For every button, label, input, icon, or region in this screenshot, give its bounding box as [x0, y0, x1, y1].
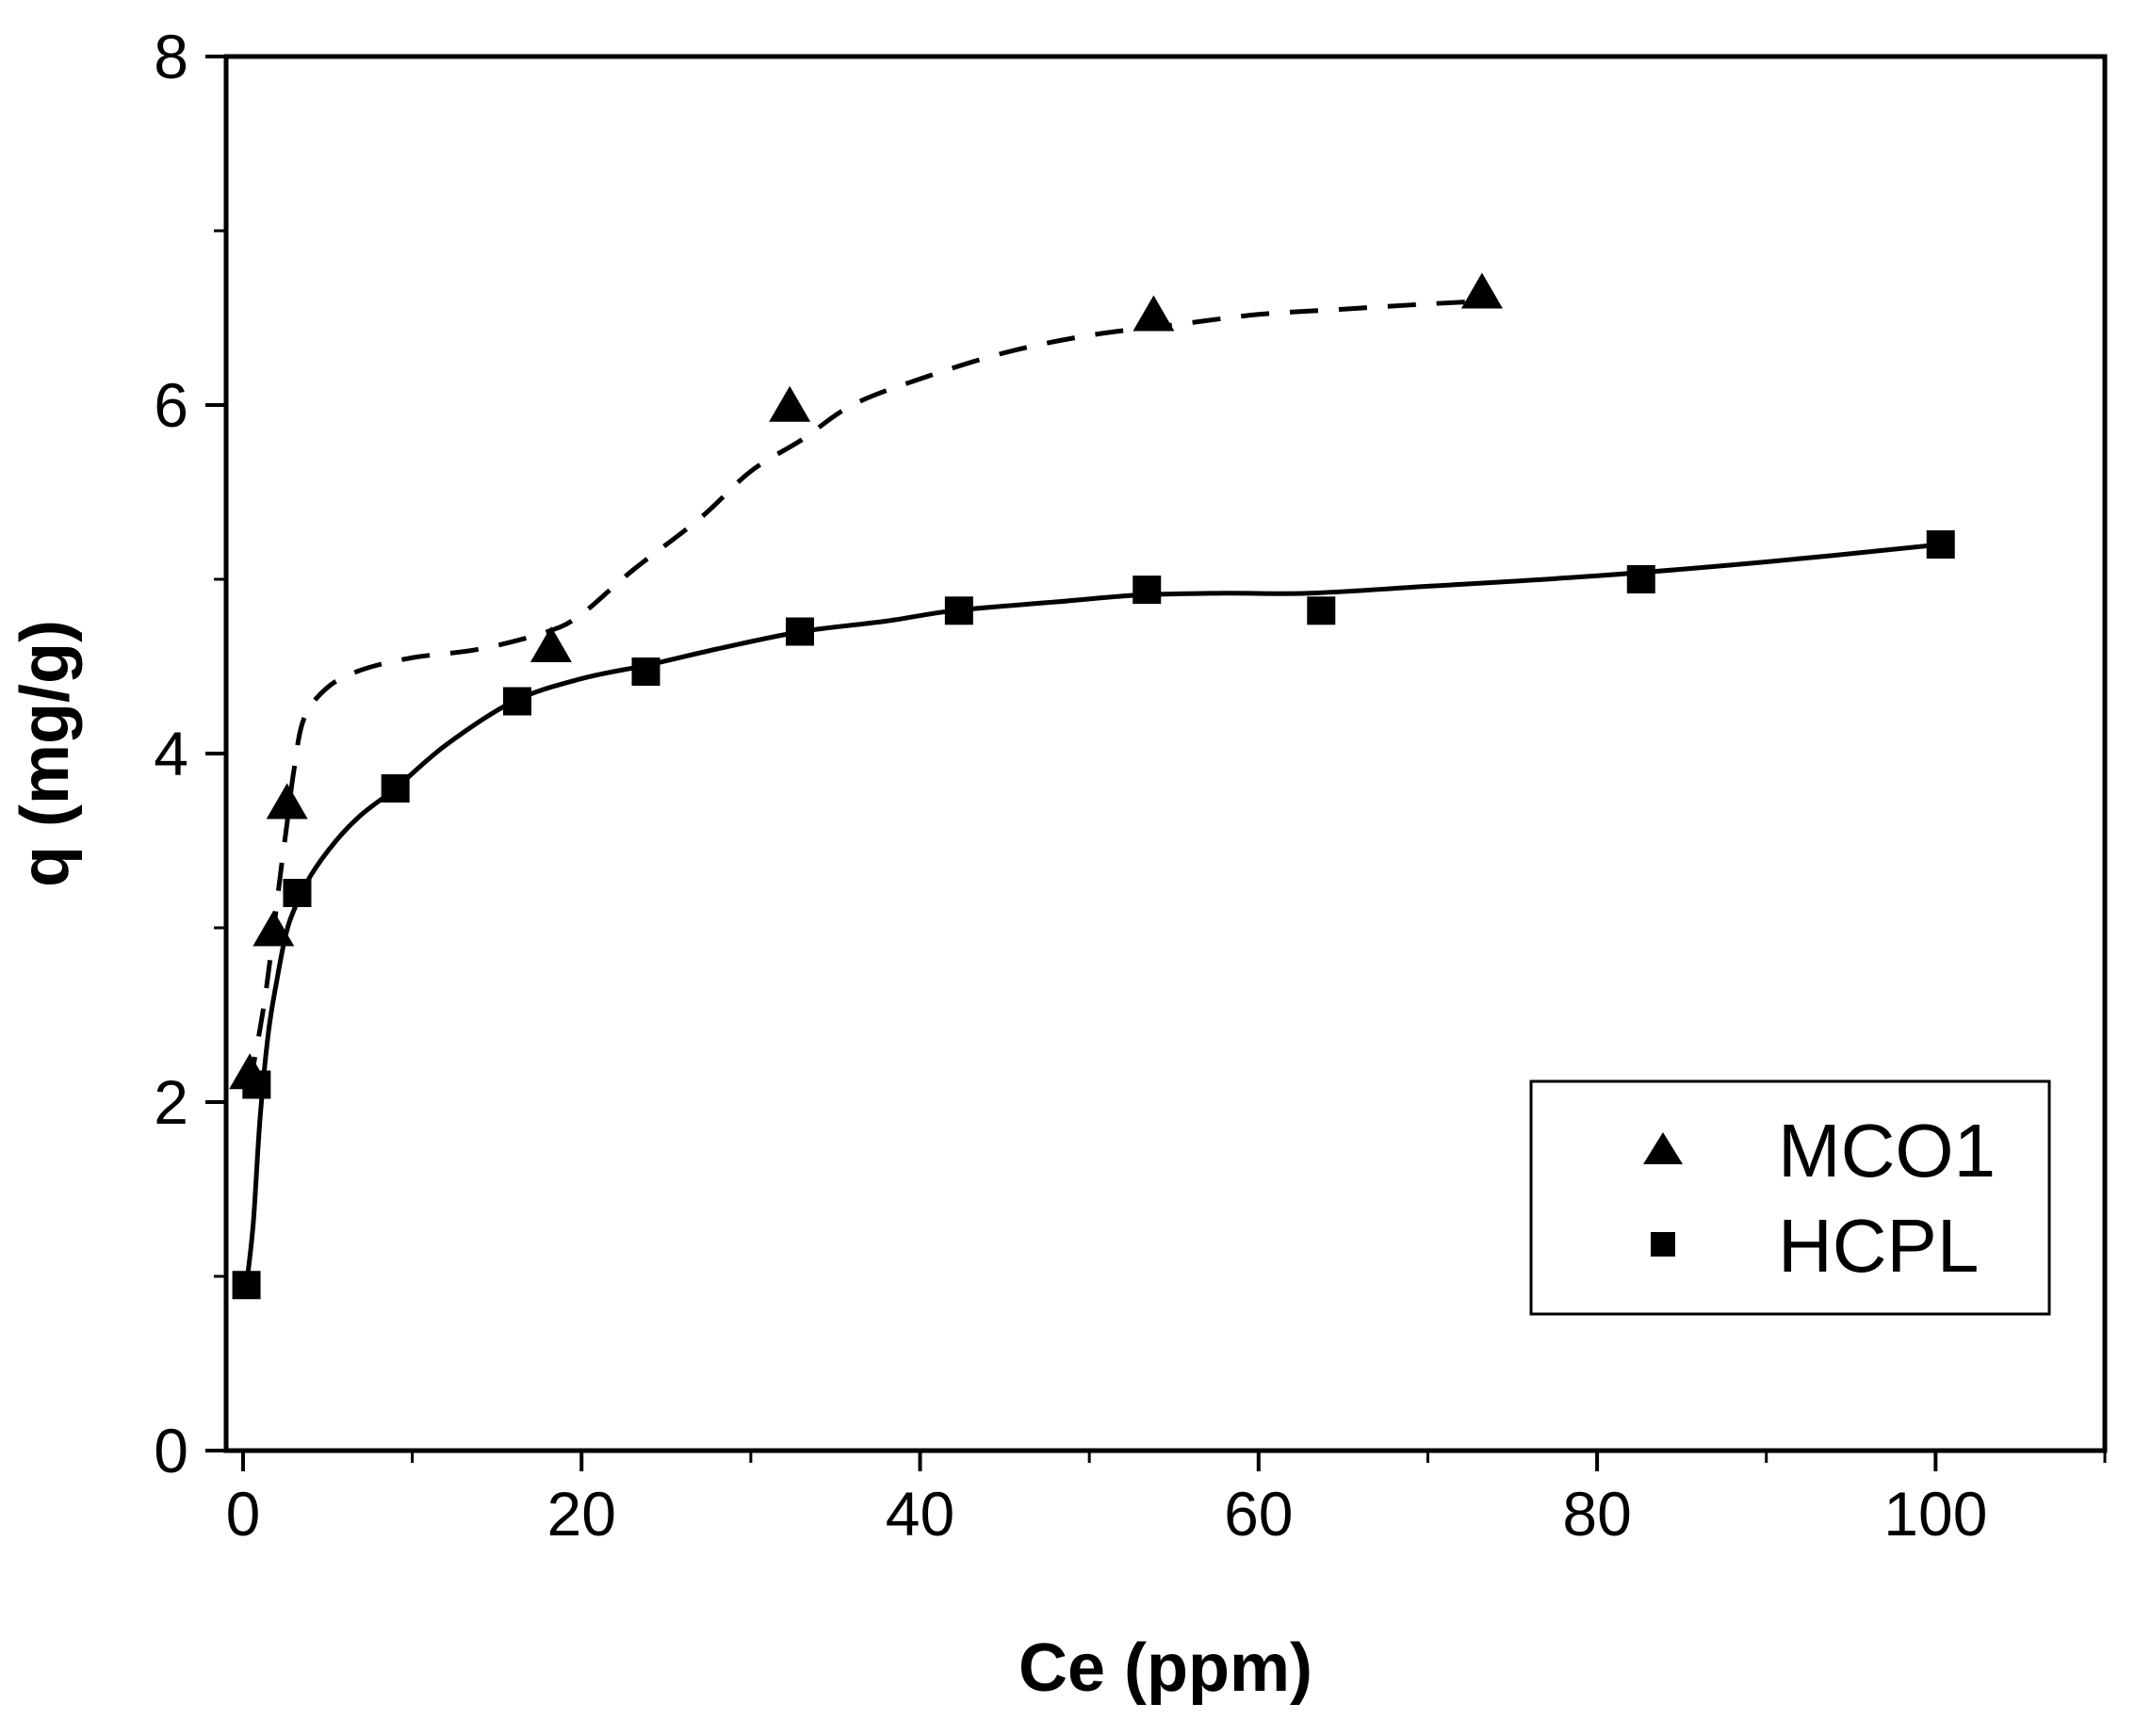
- y-tick-label: 4: [154, 719, 188, 788]
- fit-curve-mco1: [247, 298, 1496, 1085]
- legend-marker-mco1: [1643, 1132, 1683, 1164]
- data-point-hcpl: [631, 657, 660, 687]
- y-tick-labels: 0 2 4 6 8: [154, 22, 188, 1485]
- legend-label-mco1: MCO1: [1778, 1109, 1996, 1192]
- fit-curves: [244, 298, 1941, 1286]
- data-point-mco1: [266, 783, 308, 819]
- legend-box: [1529, 1079, 2051, 1316]
- y-tick-label: 0: [154, 1416, 188, 1485]
- data-point-mco1: [253, 910, 295, 947]
- x-tick-label: 60: [1224, 1479, 1293, 1549]
- x-tick-label: 100: [1883, 1479, 1987, 1549]
- legend-marker-hcpl: [1651, 1232, 1675, 1257]
- fit-curve-hcpl: [244, 542, 1941, 1286]
- data-point-hcpl: [232, 1271, 261, 1300]
- data-point-hcpl: [502, 687, 531, 716]
- data-point-hcpl: [283, 879, 312, 907]
- y-tick-label: 2: [154, 1067, 188, 1137]
- legend: MCO1 HCPL: [1529, 1079, 2051, 1316]
- x-tick-label: 0: [226, 1479, 261, 1549]
- y-tick-label: 8: [154, 22, 188, 91]
- data-point-hcpl: [1926, 530, 1955, 559]
- y-axis-title: q (mg/g): [8, 620, 83, 887]
- x-tick-labels: 0 20 40 60 80 100: [226, 1479, 1988, 1549]
- y-tick-label: 6: [154, 370, 188, 440]
- data-point-hcpl: [1133, 576, 1162, 605]
- data-point-mco1: [1460, 272, 1503, 309]
- data-point-mco1: [769, 385, 811, 422]
- data-point-hcpl: [242, 1070, 271, 1099]
- data-point-hcpl: [1626, 565, 1655, 593]
- data-point-hcpl: [944, 596, 973, 625]
- x-tick-label: 40: [886, 1479, 954, 1549]
- x-tick-label: 20: [547, 1479, 616, 1549]
- axis-ticks: [205, 55, 2107, 1471]
- data-points: [229, 272, 1955, 1300]
- data-point-mco1: [530, 626, 572, 662]
- data-point-mco1: [1133, 295, 1175, 332]
- data-point-hcpl: [381, 774, 410, 803]
- data-point-hcpl: [1307, 596, 1336, 625]
- x-tick-label: 80: [1562, 1479, 1631, 1549]
- x-axis-title: Ce (ppm): [1019, 1631, 1312, 1706]
- legend-label-hcpl: HCPL: [1778, 1204, 1979, 1288]
- data-point-hcpl: [785, 617, 814, 646]
